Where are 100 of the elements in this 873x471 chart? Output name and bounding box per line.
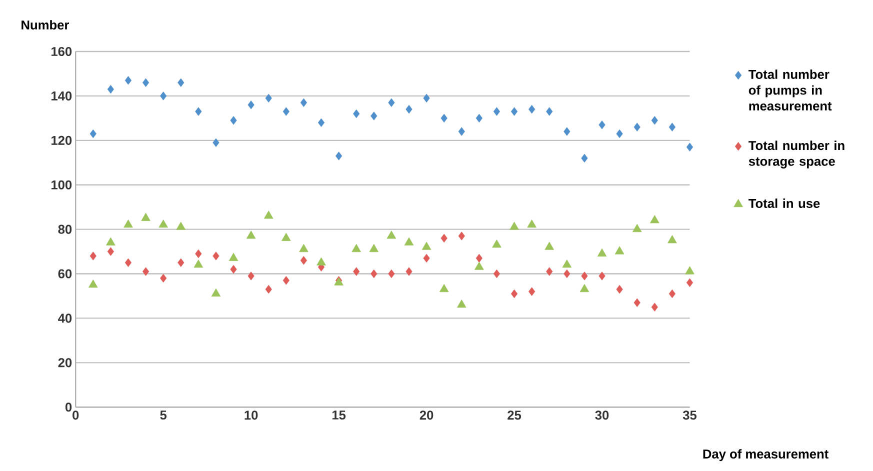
point: [458, 232, 465, 241]
point: [160, 92, 167, 101]
point: [614, 246, 624, 255]
point: [212, 138, 220, 148]
point: [493, 107, 500, 116]
point: [581, 272, 588, 281]
y-tick-label: 160: [52, 47, 72, 56]
y-tick-label: 120: [52, 136, 72, 146]
point: [142, 267, 150, 276]
point: [686, 278, 694, 288]
point: [90, 252, 96, 261]
point: [282, 233, 291, 242]
y-axis-title: Number: [22, 20, 70, 30]
y-tick-label: 100: [52, 180, 72, 190]
point: [141, 213, 150, 222]
y-tick-label: 140: [52, 92, 72, 101]
point: [564, 127, 570, 136]
point: [353, 267, 360, 276]
point: [581, 154, 588, 163]
point: [564, 270, 570, 278]
point: [458, 127, 465, 136]
x-axis-title: Day of measurement: [703, 449, 828, 462]
point: [562, 260, 572, 268]
point: [316, 258, 326, 266]
point: [124, 220, 133, 228]
point: [616, 130, 623, 138]
point: [369, 244, 379, 252]
point: [546, 107, 553, 116]
legend-label: Total in use: [748, 198, 820, 208]
point: [158, 220, 168, 228]
point: [352, 244, 361, 252]
point: [107, 85, 114, 94]
point: [510, 107, 518, 116]
point: [300, 98, 308, 108]
point: [370, 270, 378, 278]
point: [546, 267, 553, 276]
y-tick-label: 0: [65, 402, 72, 412]
point: [456, 300, 466, 308]
point: [598, 272, 606, 281]
point: [423, 94, 430, 103]
point: [335, 152, 342, 161]
point: [406, 267, 412, 276]
point: [439, 284, 449, 292]
point: [668, 290, 676, 298]
point: [106, 238, 116, 246]
x-tick-label: 25: [508, 410, 522, 420]
x-tick-label: 20: [420, 410, 434, 420]
point: [282, 107, 290, 116]
point: [528, 105, 536, 114]
point: [230, 116, 237, 125]
point: [195, 250, 202, 258]
point: [650, 215, 660, 224]
point: [107, 247, 114, 256]
point: [632, 224, 642, 232]
point: [510, 290, 518, 298]
point: [476, 254, 482, 263]
legend-label: Total number in storage space: [748, 140, 844, 169]
point: [178, 78, 184, 88]
y-tick-label: 20: [58, 358, 72, 368]
x-tick-label: 15: [332, 410, 346, 420]
point: [423, 254, 430, 263]
point: [474, 262, 484, 270]
point: [404, 238, 414, 246]
point: [248, 100, 254, 110]
point: [668, 235, 677, 244]
x-tick-label: 35: [682, 410, 697, 420]
point: [88, 280, 98, 288]
point: [598, 120, 606, 130]
point: [386, 230, 396, 239]
point: [510, 222, 519, 230]
point: [178, 258, 184, 268]
point: [580, 284, 590, 292]
point: [388, 98, 395, 108]
legend-label: Total number of pumps in measurement: [748, 70, 832, 111]
point: [527, 220, 536, 228]
y-tick-label: 80: [58, 225, 72, 234]
y-tick-label: 60: [58, 269, 72, 279]
point: [300, 256, 308, 266]
point: [353, 110, 360, 118]
x-tick-label: 30: [595, 410, 609, 420]
point: [124, 76, 132, 85]
point: [194, 260, 204, 268]
point: [651, 302, 658, 312]
point: [230, 265, 237, 274]
point: [176, 222, 186, 230]
point: [228, 253, 238, 262]
point: [651, 116, 658, 125]
point: [265, 285, 272, 294]
point: [440, 114, 448, 123]
point: [282, 276, 290, 286]
point: [195, 107, 202, 116]
x-tick-label: 0: [72, 410, 79, 420]
point: [406, 105, 412, 114]
y-tick-label: 40: [58, 314, 72, 323]
point: [422, 242, 432, 250]
point: [634, 122, 640, 132]
point: [493, 270, 500, 278]
point: [528, 287, 536, 296]
point: [318, 118, 325, 128]
x-tick-label: 5: [160, 410, 167, 420]
